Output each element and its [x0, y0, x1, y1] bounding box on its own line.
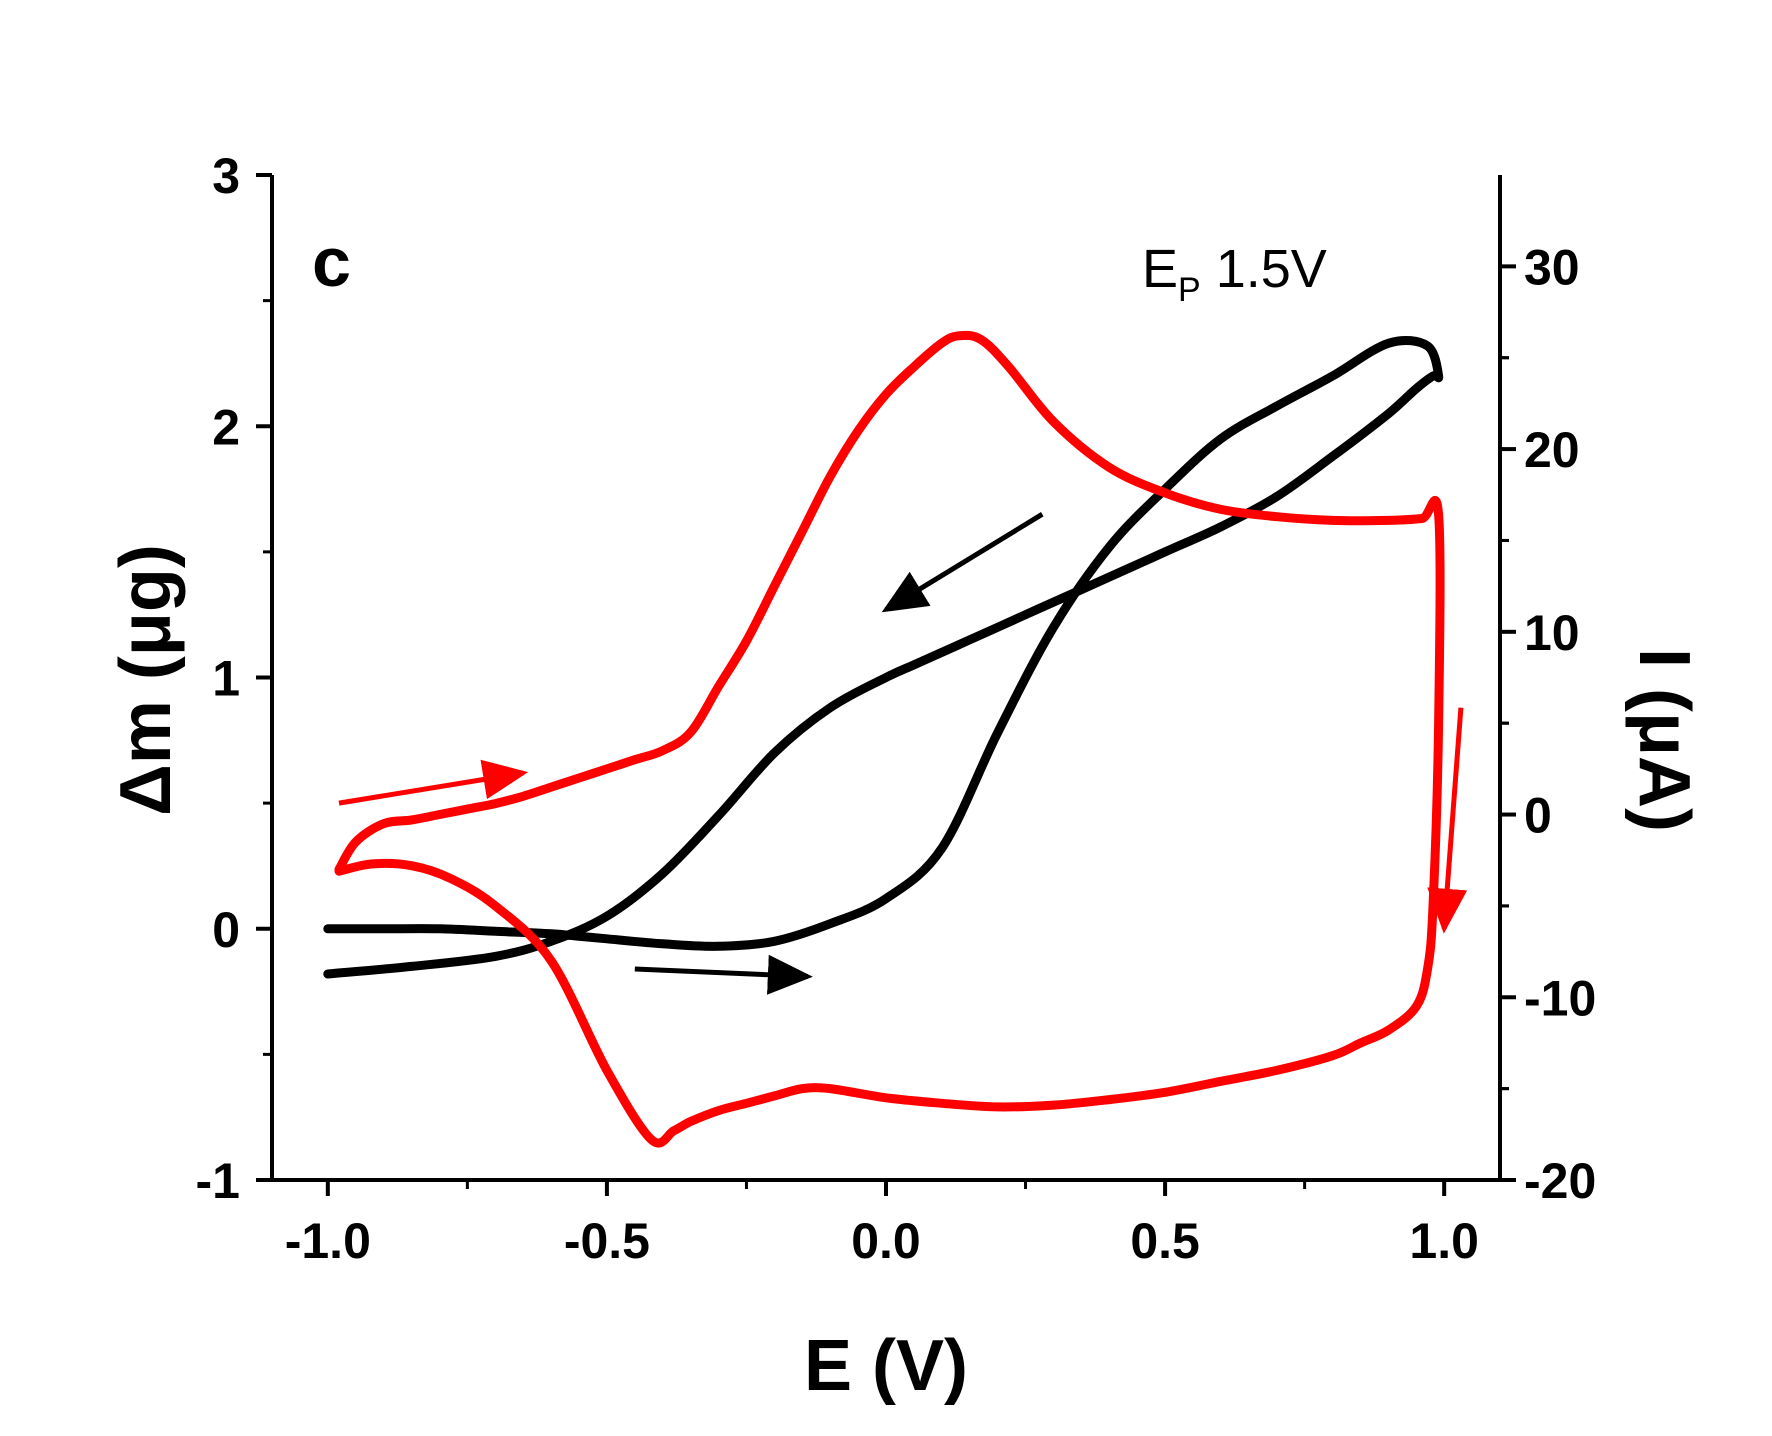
tick-marks — [256, 173, 1516, 1196]
series-layer — [323, 330, 1445, 1148]
x-tick-label: 0.0 — [851, 1213, 921, 1269]
x-tick-label: -1.0 — [285, 1213, 371, 1269]
current-curve — [334, 330, 1445, 1148]
x-tick-label: -0.5 — [564, 1213, 650, 1269]
annotation-text: EP 1.5V — [1142, 239, 1327, 309]
mass-direction-arrow — [634, 954, 813, 995]
current-direction-arrow — [1427, 707, 1468, 934]
mass-curve — [323, 335, 1444, 979]
y-left-tick-label: -1 — [196, 1153, 240, 1209]
panel-label: c — [312, 223, 351, 301]
annotation-subscript: P — [1178, 271, 1201, 309]
x-tick-label: 1.0 — [1409, 1213, 1479, 1269]
x-axis-title: E (V) — [804, 1326, 968, 1406]
direction-arrows — [338, 512, 1468, 995]
x-tick-label: 0.5 — [1130, 1213, 1200, 1269]
annotation-value: 1.5V — [1201, 239, 1327, 299]
mass-direction-arrow — [881, 512, 1044, 613]
y-right-tick-label: 0 — [1524, 788, 1552, 844]
y-right-tick-label: 30 — [1524, 239, 1580, 295]
y-right-tick-label: -20 — [1524, 1153, 1596, 1209]
y-axis-right-title: I (μA) — [1624, 648, 1704, 832]
y-left-tick-label: 1 — [212, 651, 240, 707]
y-left-tick-label: 3 — [212, 148, 240, 204]
y-axis-left-title: Δm (μg) — [106, 544, 186, 816]
y-left-tick-label: 2 — [212, 399, 240, 455]
y-right-tick-label: 10 — [1524, 605, 1580, 661]
current-direction-arrow — [338, 759, 529, 806]
y-right-tick-label: 20 — [1524, 422, 1580, 478]
y-right-tick-label: -10 — [1524, 970, 1596, 1026]
annotation-main: E — [1142, 239, 1178, 299]
y-left-tick-label: 0 — [212, 902, 240, 958]
